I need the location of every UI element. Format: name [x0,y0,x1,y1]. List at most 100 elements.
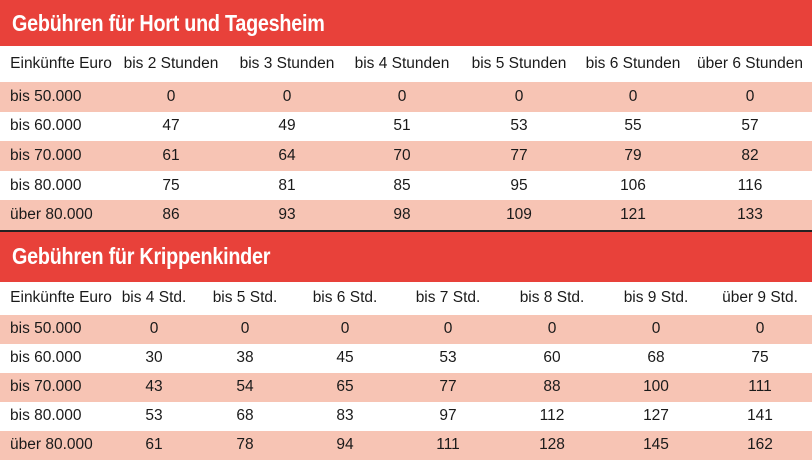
income-cell: bis 60.000 [0,111,112,142]
fee-cell: 55 [578,111,688,142]
fee-cell: 49 [230,111,344,142]
fee-cell: 0 [344,82,460,112]
fee-cell: 94 [294,430,396,460]
table-row: bis 80.000 53 68 83 97 112 127 141 [0,401,812,431]
fee-cell: 30 [112,343,196,373]
krippe-title: Gebühren für Krippenkinder [12,243,271,270]
hort-header-cell: bis 3 Stunden [239,55,335,72]
fee-cell: 0 [500,314,604,344]
fee-cell: 97 [396,401,500,431]
fee-cell: 43 [112,372,196,402]
krippe-header-cell: bis 5 Std. [212,289,278,307]
fee-cell: 54 [196,372,294,402]
table-row: bis 70.000 43 54 65 77 88 100 111 [0,372,812,402]
fee-cell: 81 [230,170,344,201]
fee-cell: 82 [688,141,812,171]
fee-cell: 61 [112,430,196,460]
table-row: bis 50.000 0 0 0 0 0 0 0 [0,314,812,344]
fee-cell: 128 [500,430,604,460]
fee-cell: 127 [604,401,708,431]
income-cell: bis 70.000 [0,141,112,171]
fee-cell: 38 [196,343,294,373]
table-row: bis 80.000 75 81 85 95 106 116 [0,170,812,201]
fee-cell: 75 [708,343,812,373]
fee-cell: 77 [460,141,578,171]
fee-cell: 0 [112,314,196,344]
fee-cell: 78 [196,430,294,460]
krippe-title-bar: Gebühren für Krippenkinder [0,229,812,282]
krippe-header-cell: bis 4 Std. [121,289,187,307]
fee-cell: 109 [460,200,578,230]
hort-header-cell: bis 4 Stunden [354,55,450,72]
fee-cell: 162 [708,430,812,460]
fee-cell: 88 [500,372,604,402]
fee-cell: 111 [708,372,812,402]
fee-cell: 85 [344,170,460,201]
income-cell: bis 70.000 [0,372,112,402]
fee-cell: 68 [604,343,708,373]
income-cell: bis 50.000 [0,314,112,344]
fee-cell: 112 [500,401,604,431]
fee-cell: 0 [604,314,708,344]
fee-cell: 0 [112,82,230,112]
fee-cell: 60 [500,343,604,373]
fee-cell: 45 [294,343,396,373]
fee-cell: 116 [688,170,812,201]
fee-cell: 0 [688,82,812,112]
fee-cell: 79 [578,141,688,171]
fee-cell: 0 [460,82,578,112]
fee-cell: 86 [112,200,230,230]
fee-cell: 98 [344,200,460,230]
hort-title: Gebühren für Hort und Tagesheim [12,9,325,36]
fee-cell: 53 [396,343,500,373]
hort-header-cell: bis 2 Stunden [123,55,219,72]
income-cell: über 80.000 [0,200,112,230]
hort-header-row: Einkünfte Euro bis 2 Stunden bis 3 Stund… [0,46,812,82]
fee-cell: 0 [396,314,500,344]
krippe-header-row: Einkünfte Euro bis 4 Std. bis 5 Std. bis… [0,282,812,315]
table-row: bis 70.000 61 64 70 77 79 82 [0,141,812,171]
fee-cell: 145 [604,430,708,460]
fee-cell: 133 [688,200,812,230]
fee-cell: 0 [196,314,294,344]
fee-cell: 77 [396,372,500,402]
table-row: bis 50.000 0 0 0 0 0 0 [0,82,812,112]
fee-cell: 93 [230,200,344,230]
fee-cell: 100 [604,372,708,402]
hort-fee-table: Einkünfte Euro bis 2 Stunden bis 3 Stund… [0,46,812,230]
hort-header-cell: bis 6 Stunden [585,55,681,72]
fee-cell: 83 [294,401,396,431]
fee-cell: 51 [344,111,460,142]
fee-cell: 95 [460,170,578,201]
krippe-header-cell: bis 9 Std. [623,289,689,307]
fee-cell: 0 [294,314,396,344]
fee-cell: 65 [294,372,396,402]
hort-header-cell: über 6 Stunden [696,55,803,72]
krippe-fee-section: Gebühren für Krippenkinder Einkünfte Eur… [0,229,812,460]
krippe-header-cell: über 9 Std. [722,289,798,307]
fee-cell: 106 [578,170,688,201]
krippe-header-cell: Einkünfte Euro [10,289,112,307]
krippe-header-cell: bis 8 Std. [519,289,585,307]
table-row: über 80.000 61 78 94 111 128 145 162 [0,430,812,460]
krippe-header-cell: bis 6 Std. [312,289,378,307]
fee-cell: 64 [230,141,344,171]
fee-cell: 0 [578,82,688,112]
fee-cell: 111 [396,430,500,460]
table-row: bis 60.000 47 49 51 53 55 57 [0,111,812,142]
fee-cell: 0 [708,314,812,344]
fee-cell: 53 [112,401,196,431]
income-cell: bis 80.000 [0,401,112,431]
table-row: bis 60.000 30 38 45 53 60 68 75 [0,343,812,373]
hort-fee-section: Gebühren für Hort und Tagesheim Einkünft… [0,0,812,230]
fee-cell: 75 [112,170,230,201]
fee-cell: 0 [230,82,344,112]
fee-cell: 57 [688,111,812,142]
krippe-header-cell: bis 7 Std. [415,289,481,307]
fee-cell: 47 [112,111,230,142]
fee-cell: 61 [112,141,230,171]
table-row: über 80.000 86 93 98 109 121 133 [0,200,812,230]
income-cell: über 80.000 [0,430,112,460]
income-cell: bis 50.000 [0,82,112,112]
fee-cell: 68 [196,401,294,431]
